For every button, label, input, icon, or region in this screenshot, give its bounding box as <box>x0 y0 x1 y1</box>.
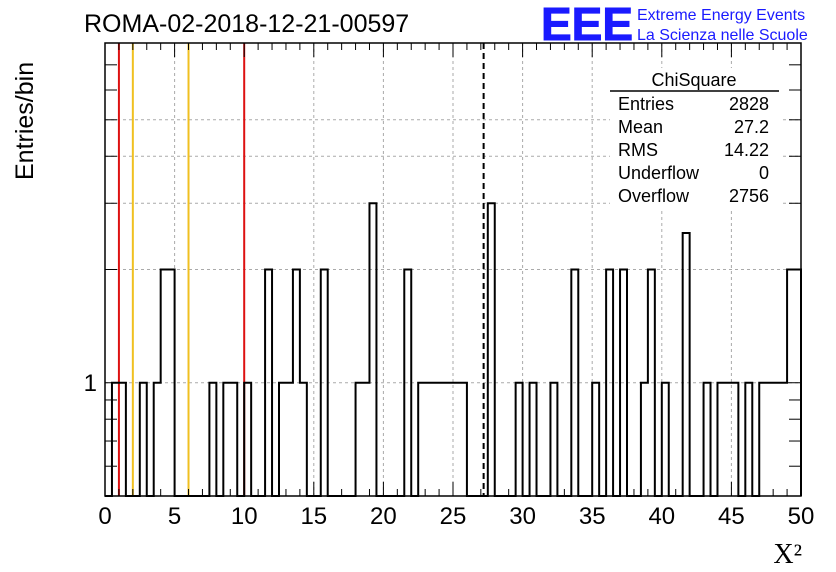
x-tick-label: 45 <box>718 503 745 530</box>
x-tick-label: 15 <box>300 503 327 530</box>
x-tick-label: 30 <box>509 503 536 530</box>
stats-row-label: Entries <box>618 94 674 114</box>
stats-header: ChiSquare <box>651 70 736 90</box>
stats-box: ChiSquare Entries 2828 Mean 27.2 RMS 14.22 Und… <box>610 68 780 210</box>
x-tick-label: 35 <box>579 503 606 530</box>
chart-title: ROMA-02-2018-12-21-00597 <box>84 10 409 38</box>
x-tick-label: 50 <box>788 503 815 530</box>
x-tick-label: 10 <box>231 503 258 530</box>
x-tick-labels: 0 5 10 15 20 25 30 35 40 45 50 <box>98 503 814 530</box>
stats-row-value: 27.2 <box>734 117 769 137</box>
x-axis-label: X² <box>773 539 802 570</box>
y-tick-label: 1 <box>84 370 97 397</box>
x-tick-label: 40 <box>648 503 675 530</box>
stats-row-value: 0 <box>759 163 769 183</box>
x-tick-label: 20 <box>370 503 397 530</box>
stats-row-label: Mean <box>618 117 663 137</box>
stats-row-label: Underflow <box>618 163 700 183</box>
x-tick-label: 25 <box>440 503 467 530</box>
logo-line2: La Scienza nelle Scuole <box>637 27 808 44</box>
y-tick-labels: 1 <box>84 370 97 397</box>
stats-row-label: RMS <box>618 140 658 160</box>
logo-mark: EEE <box>541 0 633 50</box>
stats-row-value: 2828 <box>729 94 769 114</box>
logo-line1: Extreme Energy Events <box>637 7 805 24</box>
y-axis-label: Entries/bin <box>11 62 39 180</box>
stats-row-label: Overflow <box>618 186 690 206</box>
stats-row-value: 14.22 <box>724 140 769 160</box>
stats-row-value: 2756 <box>729 186 769 206</box>
x-tick-label: 5 <box>168 503 181 530</box>
axis-ticks <box>104 43 802 496</box>
plot-frame <box>104 42 802 497</box>
reference-lines <box>117 43 485 496</box>
x-tick-label: 0 <box>98 503 111 530</box>
